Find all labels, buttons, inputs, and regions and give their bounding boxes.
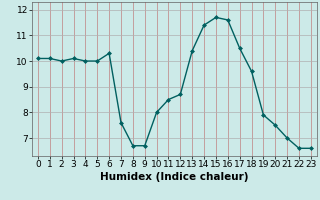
X-axis label: Humidex (Indice chaleur): Humidex (Indice chaleur) xyxy=(100,172,249,182)
